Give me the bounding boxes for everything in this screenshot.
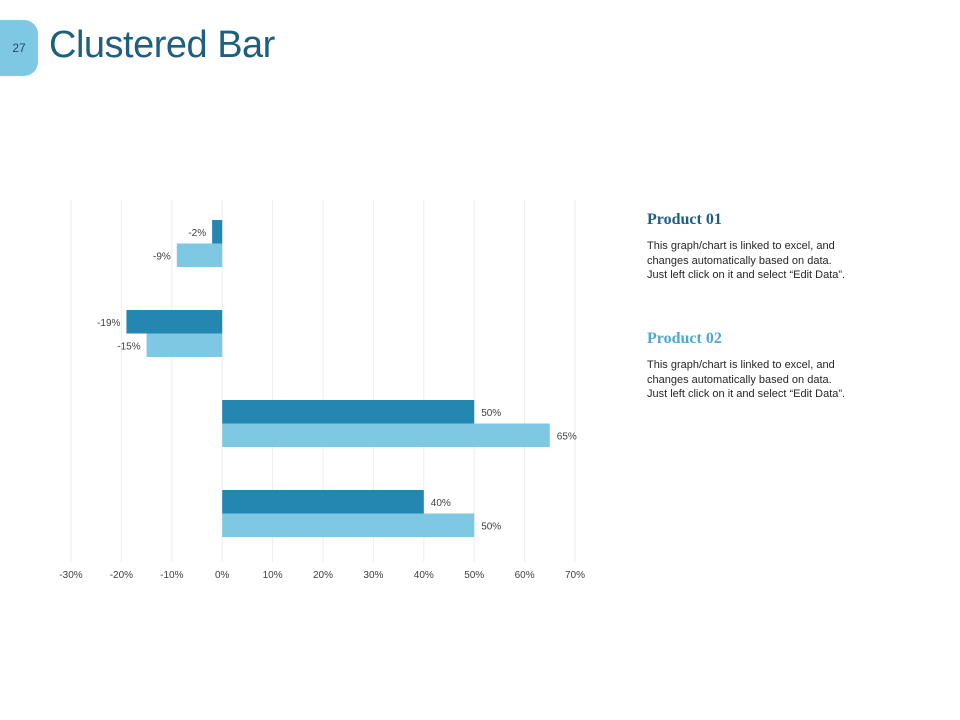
legend-line: changes automatically based on data. [647,373,832,386]
data-label: -19% [97,318,120,329]
legend-line: This graph/chart is linked to excel, and [647,359,835,371]
x-tick-label: 20% [313,570,333,581]
bar-product-01 [212,220,223,244]
legend-description: This graph/chart is linked to excel, and… [647,358,897,402]
bar-product-01 [222,400,475,424]
bar-product-01 [126,310,223,334]
data-label: 65% [557,431,577,442]
x-tick-label: -20% [110,570,133,581]
legend-product-02: Product 02 This graph/chart is linked to… [647,330,897,402]
legend-title: Product 02 [647,330,722,347]
legend-product-01: Product 01 This graph/chart is linked to… [647,211,897,283]
x-tick-label: -30% [59,570,82,581]
bar-product-02 [176,243,223,267]
x-tick-label: 40% [414,570,434,581]
x-tick-label: 60% [515,570,535,581]
legend-description: This graph/chart is linked to excel, and… [647,239,897,283]
legend-line: This graph/chart is linked to excel, and [647,240,835,252]
bar-product-02 [222,423,550,447]
data-label: 40% [431,498,451,509]
x-tick-label: 70% [565,570,585,581]
legend-line: Just left click on it and select “Edit D… [647,388,846,400]
data-label: 50% [481,408,501,419]
legend-title: Product 01 [647,211,722,228]
data-label: 50% [481,521,501,532]
data-label: -15% [117,341,140,352]
x-tick-label: 0% [215,570,230,581]
data-label: -2% [188,228,206,239]
x-tick-label: 50% [464,570,484,581]
bar-product-02 [146,333,223,357]
legend-line: Just left click on it and select “Edit D… [647,269,846,281]
bar-product-02 [222,513,475,537]
slide-number-badge: 27 [0,20,38,76]
slide-title: Clustered Bar [49,24,275,66]
x-tick-label: -10% [160,570,183,581]
data-label: -9% [153,251,171,262]
bar-product-01 [222,490,424,514]
legend-line: changes automatically based on data. [647,254,832,267]
x-tick-label: 10% [263,570,283,581]
slide-number: 27 [12,41,26,55]
x-tick-label: 30% [363,570,383,581]
